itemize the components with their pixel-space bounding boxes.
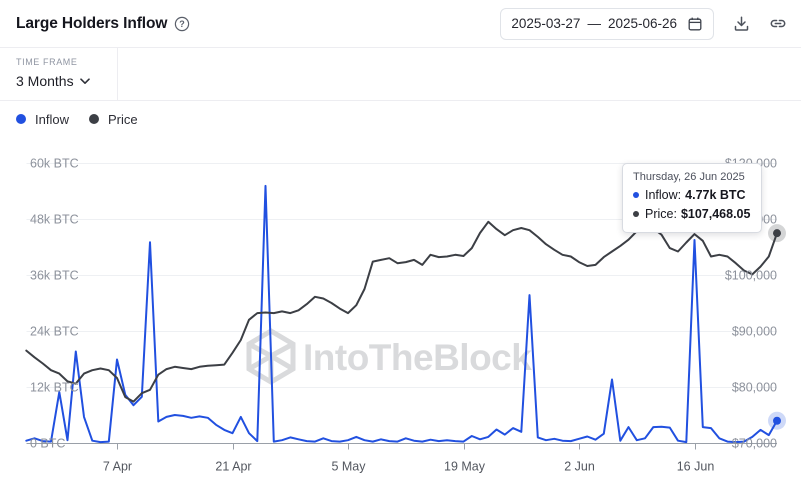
right-axis-label: $70,000: [732, 437, 777, 451]
inflow-dot-icon: [633, 192, 639, 199]
download-button[interactable]: [733, 15, 750, 32]
date-range-end: 2025-06-26: [607, 16, 677, 31]
price-last-point-dot[interactable]: [773, 229, 781, 238]
x-tick-label: 19 May: [444, 460, 486, 474]
right-axis-label: $80,000: [732, 381, 777, 395]
legend: Inflow Price: [0, 101, 801, 137]
tooltip-price-value: $107,468.05: [680, 206, 751, 221]
tooltip-inflow-label: Inflow:: [645, 188, 682, 202]
inflow-legend-dot-icon: [16, 114, 26, 124]
timeframe-value: 3 Months: [16, 73, 74, 89]
inflow-line: [25, 184, 778, 444]
left-axis-label: 60k BTC: [30, 157, 79, 171]
right-axis-label: $100,000: [725, 269, 777, 283]
x-tick-label: 2 Jun: [564, 460, 595, 474]
legend-item-label: Inflow: [35, 111, 69, 127]
x-tick-label: 7 Apr: [103, 460, 132, 474]
legend-item-inflow[interactable]: Inflow: [16, 112, 69, 127]
help-icon[interactable]: ?: [174, 16, 190, 32]
legend-item-price[interactable]: Price: [88, 111, 138, 127]
tooltip-date: Thursday, 26 Jun 2025: [633, 171, 745, 183]
x-tick-label: 21 Apr: [215, 460, 251, 474]
x-tick-label: 16 Jun: [677, 460, 715, 474]
chart-tooltip: Thursday, 26 Jun 2025 Inflow: 4.77k BTC …: [622, 163, 763, 233]
tooltip-price-row: Price: $107,468.05: [633, 205, 750, 224]
inflow-last-point-dot[interactable]: [773, 416, 781, 425]
svg-text:?: ?: [180, 19, 186, 29]
price-dot-icon: [633, 211, 639, 218]
controls-row: TIME FRAME 3 Months: [0, 48, 801, 101]
timeframe-dropdown[interactable]: TIME FRAME 3 Months: [0, 48, 118, 100]
tooltip-price-label: Price:: [645, 206, 677, 221]
tooltip-inflow-value: 4.77k BTC: [685, 188, 746, 202]
header: Large Holders Inflow ? 2025-03-27 — 2025…: [0, 0, 801, 48]
page-title: Large Holders Inflow: [16, 14, 168, 32]
left-axis-label: 36k BTC: [30, 269, 79, 283]
calendar-icon: [687, 16, 703, 32]
x-tick-label: 5 May: [331, 460, 366, 474]
left-axis-label: 12k BTC: [30, 381, 79, 395]
timeframe-label: TIME FRAME: [16, 57, 78, 67]
share-link-button[interactable]: [769, 15, 787, 33]
date-range-start: 2025-03-27: [511, 16, 581, 31]
date-range-picker[interactable]: 2025-03-27 — 2025-06-26: [500, 7, 714, 40]
watermark-text: IntoTheBlock: [303, 337, 532, 378]
price-legend-dot-icon: [88, 114, 99, 124]
right-axis-label: $90,000: [732, 325, 777, 339]
legend-item-label: Price: [107, 111, 138, 127]
left-axis-label: 48k BTC: [30, 213, 79, 227]
chevron-down-icon: [79, 77, 90, 84]
date-range-separator: —: [587, 16, 601, 31]
tooltip-inflow-row: Inflow: 4.77k BTC: [633, 186, 750, 205]
left-axis-label: 0 BTC: [30, 437, 65, 451]
watermark: IntoTheBlock: [246, 328, 533, 385]
left-axis-label: 24k BTC: [30, 325, 79, 339]
